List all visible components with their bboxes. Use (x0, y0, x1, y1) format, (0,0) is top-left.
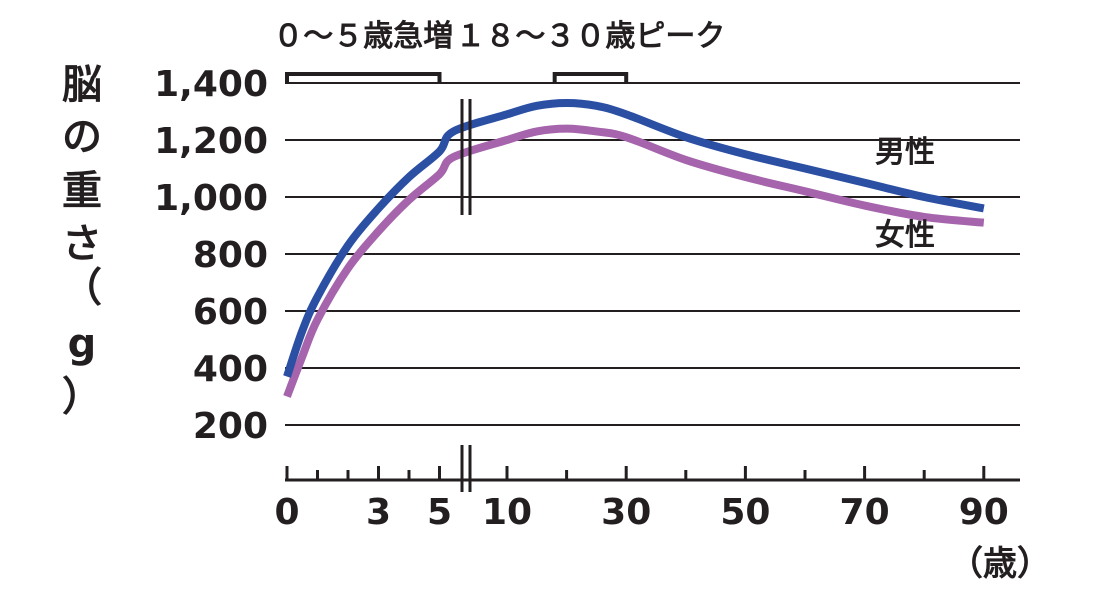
series-label-female: 女性 (875, 218, 935, 253)
x-tick-label: 90 (959, 492, 1009, 533)
axis-break-bar (468, 99, 472, 215)
y-tick-label: 1,200 (154, 121, 268, 162)
annotations: ０～５歳急増 １８～３０歳ピーク (273, 19, 725, 84)
y-tick-label: 200 (193, 406, 268, 447)
x-tick-label: 0 (274, 492, 299, 533)
annotation-bracket (552, 72, 629, 84)
axis-break-marks (460, 99, 472, 492)
y-tick-label: 600 (193, 292, 268, 333)
series-line-male (283, 98, 985, 378)
y-tick-label: 1,000 (154, 178, 268, 219)
axis-break-bar (468, 445, 472, 492)
x-tick-label: 10 (482, 492, 532, 533)
y-tick-labels: 200 400 600 800 1,000 1,200 1,400 (154, 64, 268, 447)
x-tick-label: 50 (720, 492, 770, 533)
series-label-male: 男性 (875, 135, 935, 170)
annotation-bracket (285, 72, 442, 84)
axis-break-bar (460, 445, 464, 492)
x-tick-label: 5 (427, 492, 452, 533)
annotation-label: ０～５歳急増 (273, 19, 453, 54)
y-tick-label: 400 (193, 349, 268, 390)
x-tick-label: 30 (601, 492, 651, 533)
series-line-female (283, 124, 985, 398)
y-tick-label: 1,400 (154, 64, 268, 105)
x-tick-label: 3 (366, 492, 391, 533)
y-tick-label: 800 (193, 235, 268, 276)
x-tick-label: 70 (840, 492, 890, 533)
y-axis-label: 脳の重さ（ g） (62, 62, 102, 420)
series-lines (283, 98, 985, 398)
x-axis-unit-label: （歳） (949, 544, 1051, 584)
axis-break-bar (460, 99, 464, 215)
x-axis: 0 3 5 10 30 50 70 90 (274, 466, 1020, 533)
annotation-label: １８～３０歳ピーク (455, 19, 725, 54)
